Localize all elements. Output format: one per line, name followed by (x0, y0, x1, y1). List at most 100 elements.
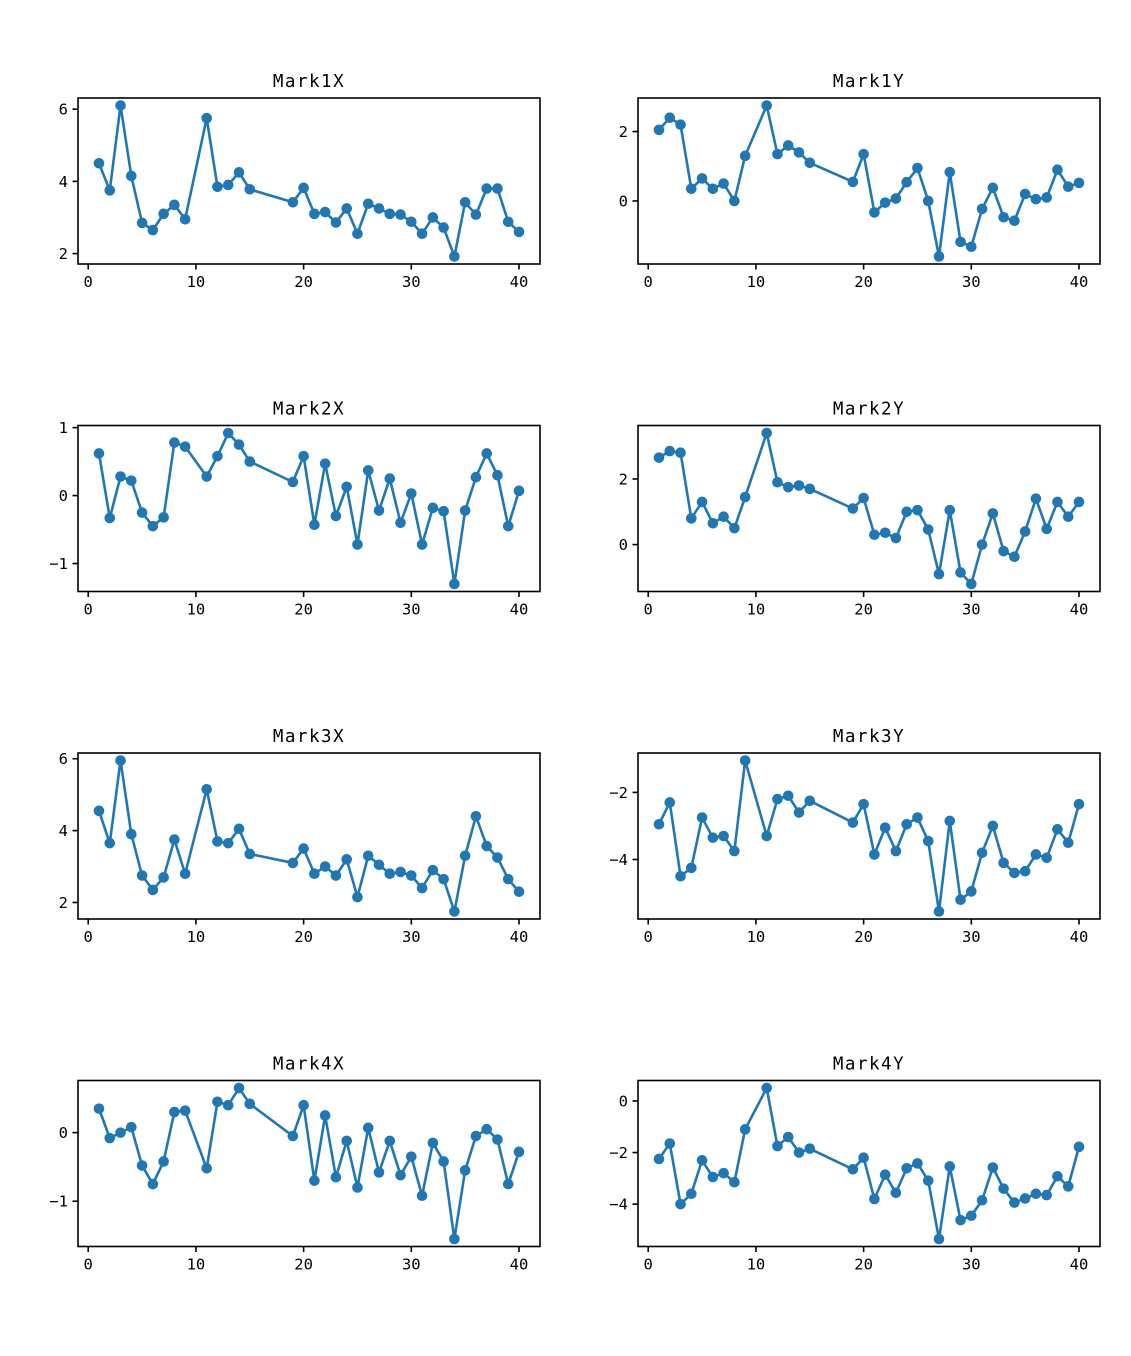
data-point (1073, 177, 1085, 189)
data-point (427, 864, 439, 876)
chart-title: Mark2X (273, 400, 345, 420)
data-point (136, 1160, 148, 1171)
data-point (352, 539, 363, 550)
data-point (858, 1152, 869, 1163)
data-point (729, 522, 740, 534)
data-point (481, 448, 492, 459)
data-point (782, 1131, 794, 1143)
data-point (502, 1178, 514, 1190)
data-point (1041, 1189, 1052, 1201)
data-point (330, 510, 342, 522)
data-point (955, 1214, 966, 1226)
data-point (449, 251, 460, 262)
x-tick-label: 30 (962, 928, 981, 946)
data-point (222, 179, 234, 191)
data-point (470, 471, 482, 483)
data-point (438, 222, 449, 233)
x-tick-label: 30 (962, 601, 981, 619)
data-point (169, 834, 180, 845)
data-point (858, 492, 869, 504)
data-point (233, 439, 245, 450)
x-tick-label: 0 (84, 1256, 93, 1274)
data-point (309, 868, 320, 880)
chart-title: Mark3X (273, 727, 345, 747)
data-point (718, 830, 729, 842)
data-point (212, 1096, 223, 1108)
data-point (998, 211, 1009, 223)
data-point (244, 848, 256, 860)
plot-area (637, 752, 1101, 920)
data-point (481, 183, 492, 194)
data-point (966, 1210, 977, 1222)
data-point (718, 178, 729, 189)
data-point (675, 447, 686, 459)
data-point (298, 1099, 309, 1111)
data-point (470, 810, 482, 822)
data-point (373, 1167, 385, 1178)
data-point (212, 450, 223, 462)
data-point (987, 1162, 999, 1173)
data-point (319, 861, 331, 872)
data-point (772, 793, 783, 805)
data-point (395, 866, 406, 878)
data-point (1062, 1181, 1074, 1192)
data-point (513, 1146, 525, 1158)
data-point (890, 1187, 902, 1199)
data-point (233, 167, 245, 178)
y-tick-label: 0 (59, 1124, 68, 1142)
data-point (1009, 215, 1020, 227)
data-point (481, 1123, 492, 1135)
plot-area (637, 424, 1101, 593)
data-point (944, 504, 956, 516)
data-point (793, 1147, 805, 1158)
data-point (352, 1182, 363, 1193)
chart-mark1y: 0 10 20 30 40 0 2 Mark1Y (619, 72, 1101, 291)
data-point (384, 473, 396, 484)
data-point (1030, 849, 1042, 860)
data-point (136, 870, 148, 881)
data-point (890, 845, 902, 857)
x-tick-label: 30 (402, 601, 421, 619)
data-point (1062, 511, 1074, 523)
data-point (1062, 181, 1074, 193)
x-tick-label: 30 (962, 1256, 981, 1274)
x-tick-label: 10 (187, 928, 206, 946)
data-point (147, 224, 159, 236)
data-point (944, 1161, 956, 1172)
data-point (955, 567, 966, 578)
data-point (1052, 823, 1063, 835)
data-point (212, 181, 223, 193)
data-point (438, 873, 449, 885)
data-point (707, 517, 719, 529)
chart-mark1x: 0 10 20 30 40 2 4 6 Mark1X (59, 72, 541, 291)
data-point (126, 170, 137, 182)
chart-title: Mark4X (273, 1055, 345, 1075)
data-point (912, 1158, 923, 1169)
data-point (384, 208, 396, 220)
y-tick-label: 0 (619, 192, 628, 210)
y-tick-label: 6 (59, 101, 68, 119)
data-point (1009, 867, 1020, 879)
x-tick-label: 10 (187, 273, 206, 291)
x-tick-label: 20 (854, 601, 873, 619)
data-point (298, 182, 309, 194)
data-point (1009, 551, 1020, 563)
data-point (1019, 865, 1031, 877)
data-point (987, 508, 999, 519)
data-point (492, 183, 503, 194)
data-point (1052, 164, 1063, 176)
data-point (739, 1124, 751, 1135)
data-point (147, 520, 159, 532)
data-point (459, 1165, 471, 1176)
data-point (879, 527, 891, 539)
y-tick-label: 2 (619, 123, 628, 141)
data-point (686, 513, 697, 524)
data-point (879, 197, 891, 208)
x-tick-label: 0 (644, 928, 653, 946)
data-point (976, 847, 988, 859)
data-point (373, 859, 385, 871)
data-point (341, 1135, 352, 1147)
x-tick-label: 20 (294, 928, 313, 946)
x-tick-label: 40 (1070, 273, 1089, 291)
data-point (933, 251, 945, 262)
